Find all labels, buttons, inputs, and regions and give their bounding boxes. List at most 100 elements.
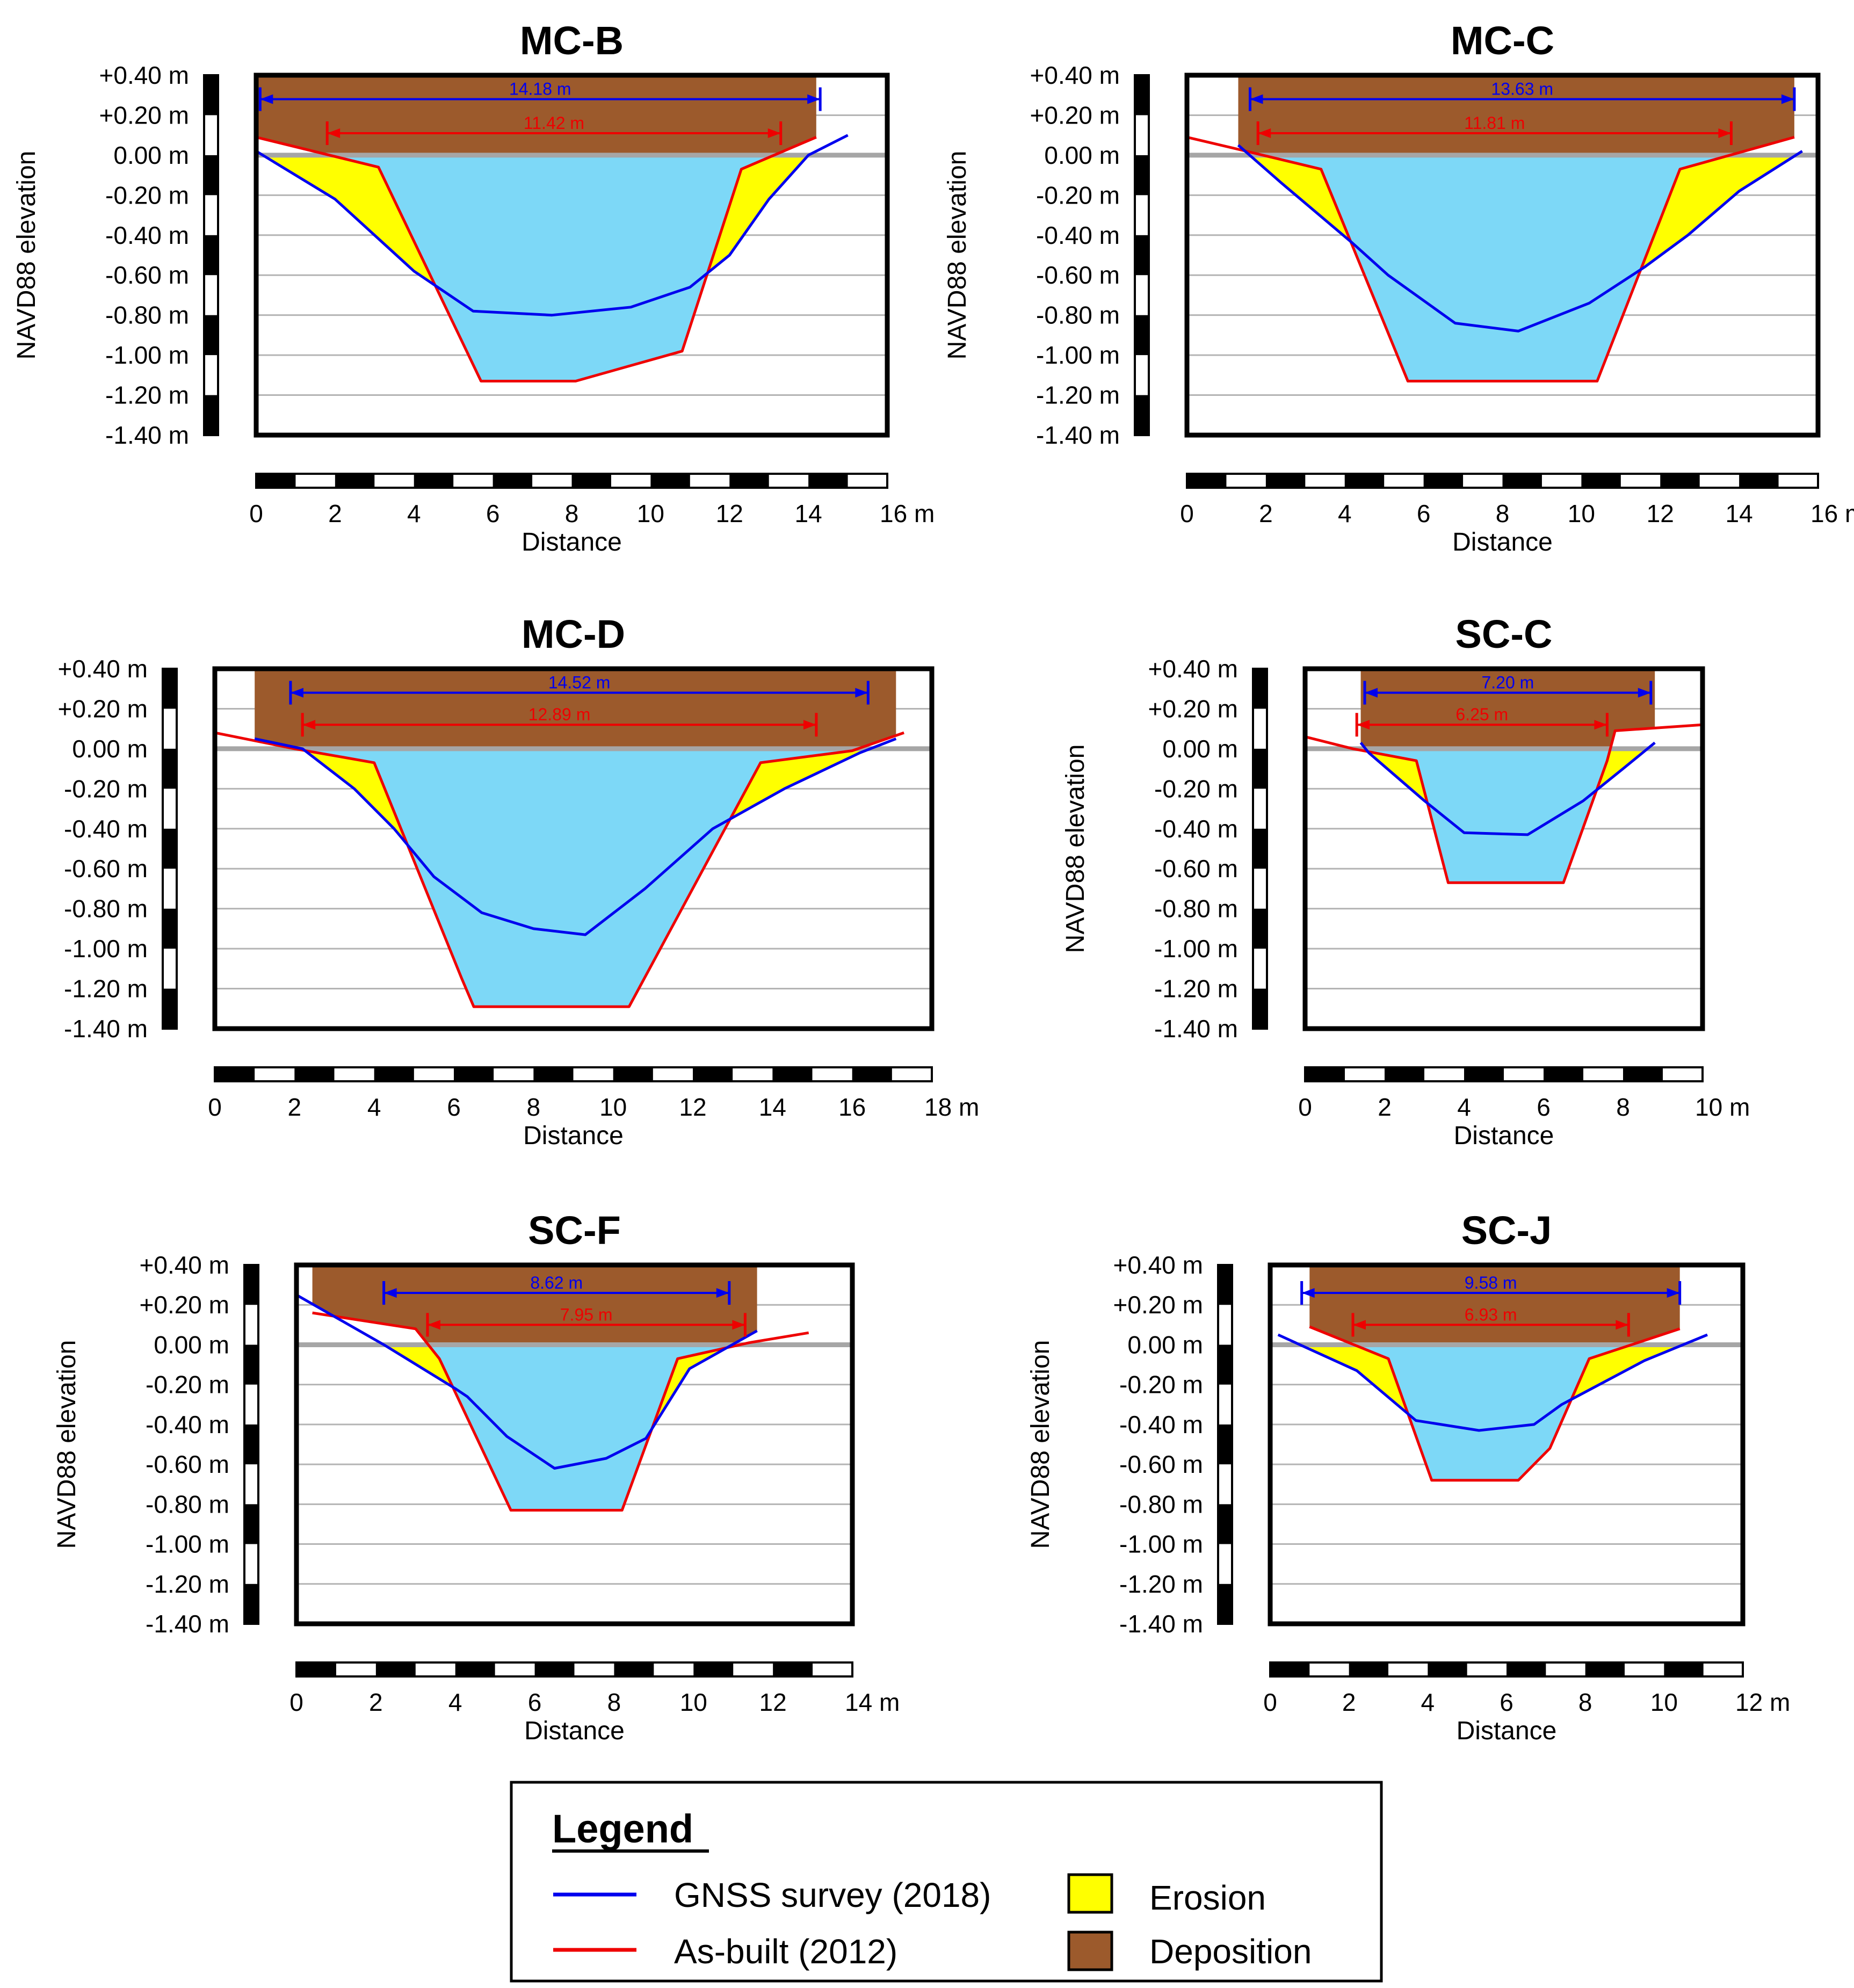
x-tick-label: 0 <box>1180 500 1194 527</box>
y-tick-label: -0.80 m <box>146 1490 229 1518</box>
distance-scale-segment <box>1660 474 1700 488</box>
elevation-scale-segment <box>244 1344 258 1385</box>
x-tick-label: 8 <box>607 1688 621 1716</box>
x-axis-label: Distance <box>1452 528 1553 556</box>
distance-scale-segment <box>1585 1662 1625 1676</box>
asbuilt-width-marker-arrow-left <box>1357 720 1370 730</box>
distance-scale-segment <box>493 474 533 488</box>
gnss-width-marker-arrow-left <box>1301 1288 1315 1298</box>
y-tick-label: +0.40 m <box>99 61 190 89</box>
elevation-scale-segment <box>1135 395 1149 435</box>
gnss-profile-line <box>254 737 897 936</box>
asbuilt-width-marker-arrow-right <box>767 128 781 138</box>
y-tick-label: +0.20 m <box>140 1291 230 1319</box>
elevation-scale-segment <box>204 75 218 115</box>
distance-scale-segment <box>1664 1662 1704 1676</box>
asbuilt-width-marker-arrow-left <box>302 720 316 730</box>
elevation-scale-segment <box>1218 1265 1232 1305</box>
legend-erosion-swatch <box>1067 1873 1113 1914</box>
elevation-scale-bar <box>1134 74 1150 436</box>
gnss-width-marker-arrow-right <box>1667 1288 1680 1298</box>
y-tick-label: +0.20 m <box>99 101 190 129</box>
y-tick-label: 0.00 m <box>1044 141 1120 169</box>
legend-title: Legend <box>552 1806 693 1851</box>
distance-scale-segment <box>256 474 296 488</box>
distance-scale-segment <box>1349 1662 1388 1676</box>
y-tick-label: -0.20 m <box>105 181 189 209</box>
x-tick-label: 14 <box>759 1093 786 1121</box>
distance-scale-bar <box>214 1066 933 1082</box>
x-tick-label: 2 <box>1259 500 1273 527</box>
x-tick-label: 2 <box>288 1093 302 1121</box>
distance-scale-segment <box>1187 474 1227 488</box>
y-axis-label: NAVD88 elevation <box>12 151 41 360</box>
y-tick-label: -0.80 m <box>1119 1490 1203 1518</box>
distance-scale-segment <box>650 474 690 488</box>
asbuilt-width-marker-label: 7.95 m <box>560 1305 613 1324</box>
y-tick-label: -1.00 m <box>1036 341 1120 369</box>
gnss-width-marker-label: 9.58 m <box>1465 1273 1517 1292</box>
x-tick-label: 12 m <box>1735 1688 1790 1716</box>
x-tick-label: 0 <box>249 500 263 527</box>
x-tick-label: 18 m <box>924 1093 979 1121</box>
y-tick-label: -1.20 m <box>105 381 189 409</box>
x-tick-label: 8 <box>1578 1688 1592 1716</box>
gnss-profile-line <box>296 1293 758 1470</box>
y-tick-label: -0.20 m <box>1119 1371 1203 1399</box>
x-tick-label: 4 <box>1421 1688 1435 1716</box>
y-axis-label: NAVD88 elevation <box>53 1340 81 1549</box>
x-tick-label: 16 <box>838 1093 866 1121</box>
distance-scale-segment <box>1344 474 1385 488</box>
legend-gnss-label: GNSS survey (2018) <box>674 1876 991 1914</box>
elevation-scale-segment <box>163 748 177 789</box>
distance-scale-segment <box>1544 1067 1583 1081</box>
asbuilt-width-marker-arrow-left <box>1353 1320 1366 1330</box>
y-axis-label: NAVD88 elevation <box>1061 744 1090 953</box>
elevation-scale-segment <box>1218 1584 1232 1624</box>
distance-scale-segment <box>296 1662 336 1676</box>
asbuilt-width-marker-arrow-left <box>427 1320 440 1330</box>
distance-scale-segment <box>1428 1662 1467 1676</box>
asbuilt-width-marker-arrow-right <box>1616 1320 1629 1330</box>
panel-sc-f: SC-F 8.62 m 7.95 m +0.40 m +0.20 m 0.00 m -0.2… <box>53 1208 900 1745</box>
x-tick-label: 10 <box>1568 500 1595 527</box>
elevation-scale-segment <box>1253 828 1267 869</box>
elevation-scale-segment <box>1135 75 1149 115</box>
panel-title: SC-J <box>1461 1208 1552 1253</box>
y-tick-label: -1.20 m <box>1036 381 1120 409</box>
asbuilt-profile-line <box>312 1311 809 1512</box>
plot-frame <box>1268 1262 1746 1626</box>
x-tick-label: 0 <box>208 1093 222 1121</box>
x-tick-label: 0 <box>1263 1688 1277 1716</box>
elevation-scale-segment <box>204 315 218 356</box>
asbuilt-width-marker-arrow-left <box>327 128 341 138</box>
gnss-profile-line <box>1359 741 1656 836</box>
legend-erosion-label: Erosion <box>1149 1878 1266 1917</box>
y-tick-label: +0.20 m <box>1148 695 1239 722</box>
elevation-scale-bar <box>243 1264 259 1625</box>
y-tick-label: 0.00 m <box>113 141 189 169</box>
asbuilt-profile-line <box>256 135 817 382</box>
y-tick-label: -1.00 m <box>1119 1530 1203 1558</box>
x-tick-label: 8 <box>1616 1093 1630 1121</box>
elevation-scale-segment <box>1135 155 1149 196</box>
x-tick-label: 4 <box>367 1093 381 1121</box>
elevation-scale-segment <box>163 908 177 949</box>
elevation-scale-segment <box>1218 1344 1232 1385</box>
x-tick-label: 16 m <box>880 500 935 527</box>
distance-scale-segment <box>693 1662 734 1676</box>
panel-title: MC-C <box>1451 18 1554 63</box>
distance-scale-bar <box>295 1661 853 1678</box>
y-tick-label: 0.00 m <box>1127 1331 1203 1358</box>
asbuilt-width-marker-arrow-left <box>1258 128 1271 138</box>
distance-scale-segment <box>1270 1662 1310 1676</box>
asbuilt-profile-line <box>215 731 904 1008</box>
distance-scale-segment <box>772 1067 813 1081</box>
asbuilt-profile-line <box>1305 723 1703 884</box>
gnss-width-marker: 13.63 m <box>1249 79 1796 111</box>
plot-frame <box>1302 666 1705 1031</box>
y-tick-label: -1.20 m <box>146 1570 229 1598</box>
gnss-width-marker-arrow-left <box>1250 94 1263 104</box>
x-axis-label: Distance <box>1457 1717 1557 1745</box>
elevation-scale-segment <box>1135 315 1149 356</box>
